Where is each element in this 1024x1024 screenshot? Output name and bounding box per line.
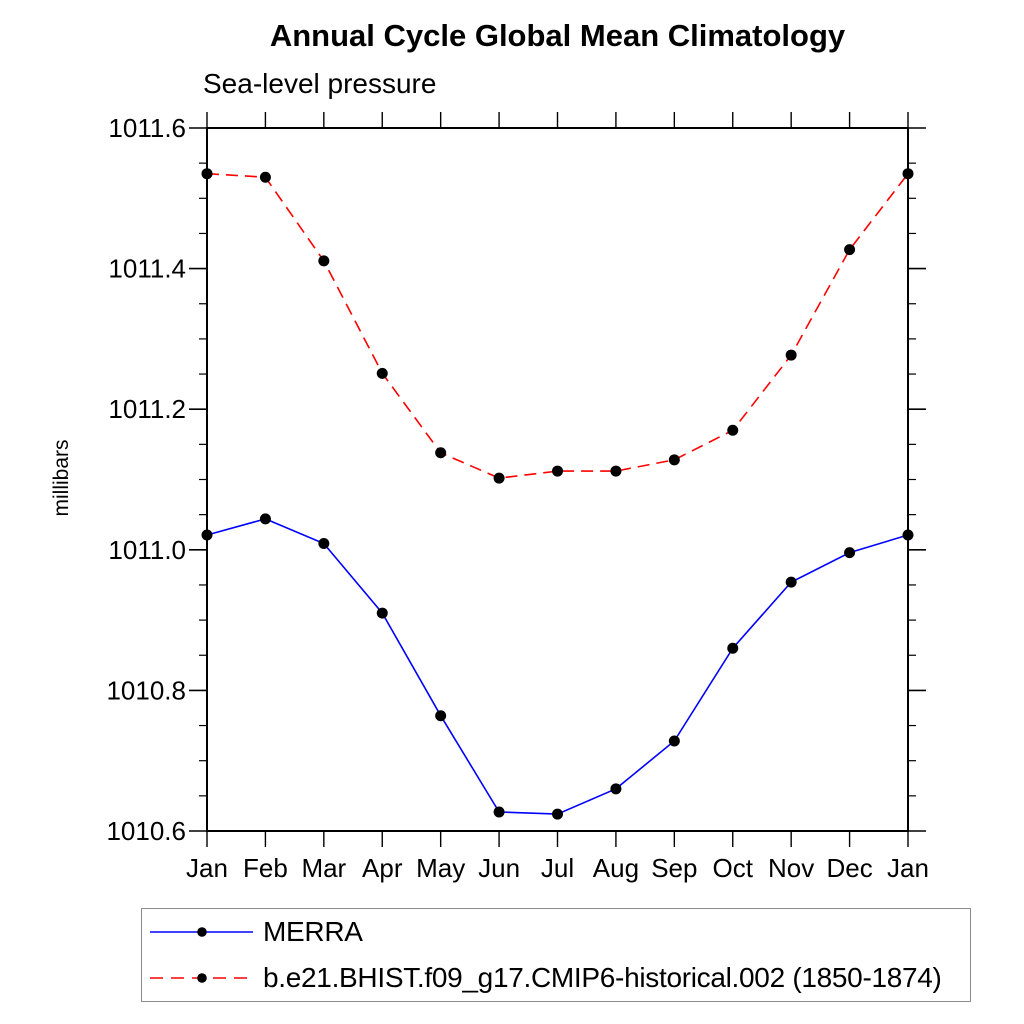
x-tick-label: Oct (713, 853, 754, 883)
x-tick-label: May (416, 853, 465, 883)
data-point-marker (318, 537, 330, 549)
data-point-marker (552, 808, 563, 820)
data-point-marker (785, 576, 797, 588)
y-tick-label: 1010.6 (106, 816, 186, 846)
legend-label-model: b.e21.BHIST.f09_g17.CMIP6-historical.002… (263, 961, 942, 993)
data-point-marker (376, 607, 388, 619)
data-point-marker (668, 735, 680, 747)
data-point-marker (435, 710, 447, 722)
data-point-marker (727, 642, 739, 654)
data-point-marker (844, 547, 856, 559)
x-tick-label: Aug (593, 853, 639, 883)
data-point-marker (552, 465, 563, 477)
plot-frame (206, 127, 909, 832)
legend-label-merra: MERRA (263, 916, 363, 948)
legend-line-sample-model (150, 972, 253, 983)
data-point-marker (201, 168, 213, 180)
data-point-marker (902, 529, 914, 541)
data-point-marker (493, 472, 505, 484)
x-tick-label: Jan (887, 853, 929, 883)
legend-item-merra: MERRA (148, 910, 970, 954)
y-tick-label: 1011.0 (108, 535, 186, 565)
data-point-marker (610, 783, 622, 795)
data-point-marker (435, 447, 447, 459)
y-tick-label: 1010.8 (106, 675, 186, 705)
data-point-marker (727, 424, 739, 436)
legend-item-model: b.e21.BHIST.f09_g17.CMIP6-historical.002… (148, 956, 970, 1000)
y-tick-label: 1011.6 (108, 113, 186, 143)
data-point-marker (610, 465, 622, 477)
y-tick-label: 1011.2 (108, 394, 186, 424)
data-point-marker (318, 255, 330, 267)
legend-marker-1 (197, 972, 207, 983)
series-line-0 (206, 518, 909, 815)
legend: MERRA b.e21.BHIST.f09_g17.CMIP6-historic… (141, 908, 971, 1002)
x-tick-label: Apr (362, 853, 403, 883)
data-point-marker (668, 454, 680, 466)
data-point-marker (493, 806, 505, 818)
x-tick-label: Jul (541, 853, 574, 883)
legend-line-sample-merra (150, 927, 253, 938)
x-tick-label: Nov (768, 853, 814, 883)
data-point-marker (376, 367, 388, 379)
legend-marker-0 (197, 927, 207, 938)
x-tick-label: Feb (243, 853, 288, 883)
data-point-marker (201, 529, 213, 541)
data-point-marker (844, 244, 856, 256)
data-point-marker (785, 349, 797, 361)
data-point-marker (259, 513, 271, 525)
x-tick-label: Jun (478, 853, 520, 883)
data-point-marker (902, 168, 914, 180)
x-tick-label: Dec (826, 853, 872, 883)
y-tick-label: 1011.4 (108, 254, 186, 284)
series-line-1 (206, 172, 909, 479)
x-tick-label: Jan (186, 853, 228, 883)
chart-title: Annual Cycle Global Mean Climatology (269, 18, 846, 53)
x-tick-label: Sep (651, 853, 697, 883)
data-point-marker (259, 171, 271, 183)
x-tick-label: Mar (301, 853, 346, 883)
chart-subtitle: Sea-level pressure (203, 68, 437, 99)
